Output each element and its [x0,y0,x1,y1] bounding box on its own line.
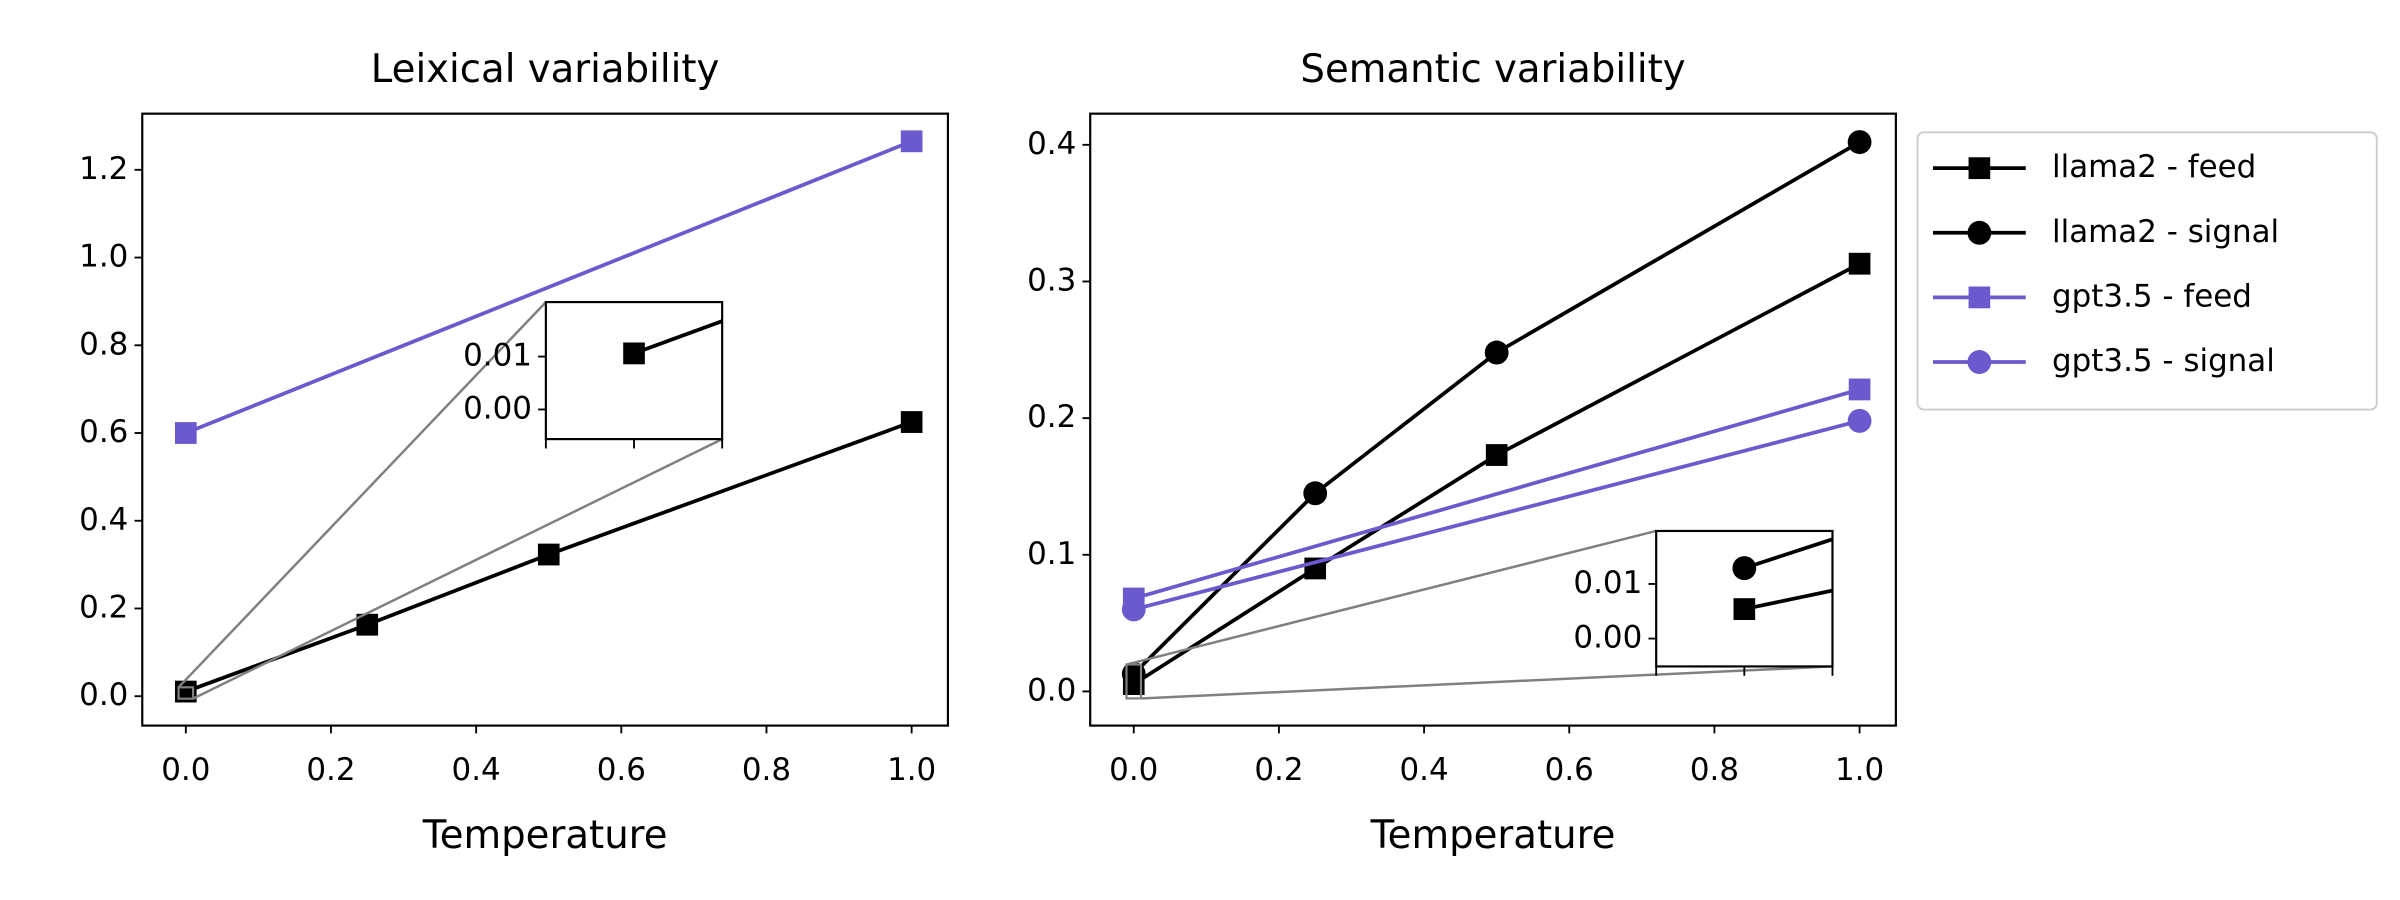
marker [900,411,923,433]
marker [174,422,197,444]
series-line [1133,419,1861,612]
chart-title: Semantic variability [1300,47,1685,92]
x-tick-label: 1.0 [887,752,936,788]
marker [1121,661,1146,686]
legend-marker [1967,220,1992,245]
zoom-connector [192,437,723,700]
y-tick-label: 0.1 [1027,536,1076,572]
marker [900,130,923,153]
marker [1848,252,1871,275]
y-tick-label: 0.6 [79,414,128,450]
legend-frame [1916,131,2378,411]
axes-frame [1089,112,1897,727]
zoom-region [177,686,195,700]
inset-frame [1655,529,1834,668]
zoom-connector [1140,665,1833,700]
marker [623,342,645,365]
x-tick-label: 0.4 [452,752,501,788]
x-tick-label: 0.6 [1545,752,1594,788]
x-tick-label: 0.4 [1400,752,1449,788]
legend-marker [1968,286,1991,309]
y-tick-label: 0.0 [1027,672,1076,708]
series-line [185,139,913,435]
inset-frame [544,300,724,441]
inset-y-tick-label: 0.00 [1573,620,1642,656]
y-tick-label: 0.4 [79,502,128,538]
x-tick-label: 0.6 [597,752,646,788]
legend-label: gpt3.5 - signal [2052,343,2275,379]
legend-marker [1968,157,1991,180]
marker [537,543,560,566]
zoom-connector [1126,529,1657,666]
chart-title: Leixical variability [371,47,720,92]
x-tick-label: 0.8 [1690,752,1739,788]
y-tick-label: 0.0 [79,677,128,713]
marker [1121,597,1146,622]
y-tick-label: 1.2 [79,151,128,187]
legend-marker [1967,350,1992,375]
marker [1732,556,1757,581]
x-axis-label: Temperature [422,813,668,858]
inset-plot [623,319,723,365]
marker [1734,256,1756,278]
inset-y-tick-label: 0.00 [463,390,532,426]
axes-frame [141,112,950,727]
x-tick-label: 0.2 [306,752,355,788]
y-tick-label: 0.2 [1027,399,1076,435]
marker [1848,378,1871,401]
y-tick-label: 0.4 [1027,126,1076,162]
x-tick-label: 0.8 [742,752,791,788]
marker [356,613,379,636]
x-tick-label: 1.0 [1835,752,1884,788]
zoom-region [1125,663,1143,700]
x-tick-label: 0.0 [161,752,210,788]
inset-plot [1732,256,1833,620]
x-axis-label: Temperature [1370,813,1616,858]
marker [1485,444,1508,466]
marker [1847,408,1872,433]
inset-y-tick-label: 0.01 [463,338,532,374]
legend-label: llama2 - feed [2052,149,2256,185]
marker [1847,130,1872,155]
marker [1733,598,1756,620]
series-line [1132,262,1861,686]
y-tick-label: 0.8 [79,326,128,362]
x-tick-label: 0.0 [1109,752,1158,788]
y-tick-label: 0.3 [1027,262,1076,298]
series-line [1133,387,1861,601]
legend-label: gpt3.5 - feed [2052,278,2252,314]
inset-background [545,302,723,440]
marker [1303,481,1328,506]
x-tick-label: 0.2 [1254,752,1303,788]
y-tick-label: 1.0 [79,238,128,274]
series-line [1132,140,1861,676]
inset-y-tick-label: 0.01 [1573,565,1642,601]
legend-label: llama2 - signal [2052,214,2279,250]
marker [1484,340,1509,365]
y-tick-label: 0.2 [79,589,128,625]
zoom-connector [177,301,547,689]
